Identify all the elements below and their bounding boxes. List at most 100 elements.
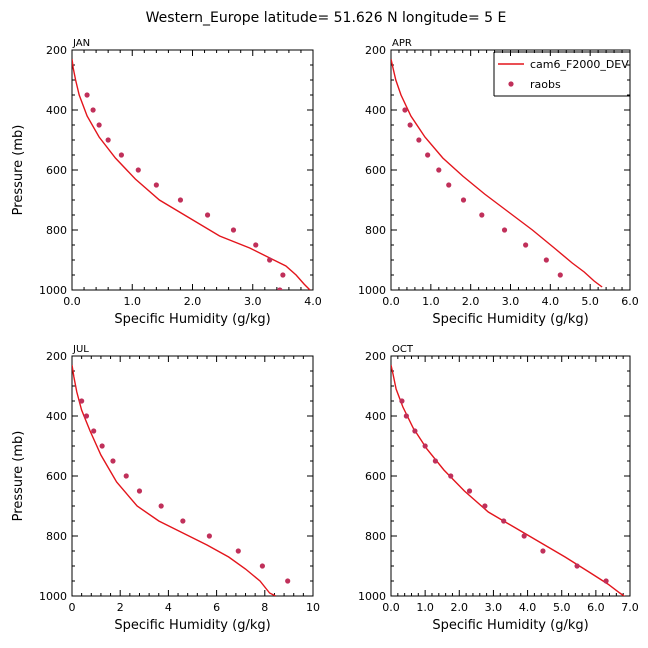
raobs-point <box>153 182 159 188</box>
y-tick-label: 1000 <box>358 590 386 603</box>
panel-jul: JUL 0 2 4 6 8 10 200 400 600 800 1000 Specific Humid… <box>11 344 320 633</box>
panel-label: OCT <box>392 344 414 355</box>
raobs-point <box>277 287 283 290</box>
plot-frame <box>71 49 314 291</box>
x-tick-label: 10 <box>306 601 320 614</box>
raobs-point <box>466 488 473 494</box>
model-line-series <box>72 58 311 290</box>
raobs-point <box>416 137 422 143</box>
raobs-point <box>399 398 405 404</box>
model-line-series <box>391 364 626 596</box>
x-tick-label: 0.0 <box>382 601 400 614</box>
figure-title: Western_Europe latitude= 51.626 N longit… <box>146 10 507 26</box>
x-tick-label: 3.0 <box>244 295 262 308</box>
raobs-point <box>136 488 143 494</box>
raobs-point <box>105 137 111 143</box>
panel-oct: OCT 0.0 1.0 2.0 3.0 4.0 5.0 6.0 7.0 200 400 600 800 1… <box>358 344 639 633</box>
y-tick-label: 1000 <box>39 284 67 297</box>
raobs-point <box>83 413 90 419</box>
y-tick-label: 1000 <box>358 284 386 297</box>
x-tick-label: 1.0 <box>422 295 440 308</box>
raobs-point <box>118 152 125 158</box>
raobs-point <box>110 458 116 464</box>
panel-label: JUL <box>72 344 89 355</box>
panels: JAN 0.0 1.0 2.0 3.0 4.0 200 400 600 800 1000 Specif… <box>11 38 639 633</box>
raobs-point <box>432 458 438 464</box>
y-tick-label: 600 <box>46 470 67 483</box>
panel-apr: APR 0.0 1.0 2.0 3.0 4.0 5.0 6.0 200 400 600 800 1000… <box>358 38 639 327</box>
raobs-point <box>79 398 85 404</box>
y-tick-label: 400 <box>46 104 67 117</box>
raobs-point <box>180 518 186 524</box>
model-line-series <box>72 364 276 596</box>
y-tick-label: 800 <box>46 224 67 237</box>
legend-marker-swatch <box>508 81 514 87</box>
x-tick-label: 0.0 <box>382 295 400 308</box>
raobs-point <box>460 197 467 203</box>
raobs-point <box>403 413 409 419</box>
x-tick-label: 2 <box>117 601 124 614</box>
x-tick-label: 3.0 <box>502 295 520 308</box>
y-tick-label: 600 <box>365 164 386 177</box>
x-tick-label: 2.0 <box>184 295 202 308</box>
raobs-point <box>235 548 241 554</box>
y-axis-label: Pressure (mb) <box>11 431 26 522</box>
y-tick-label: 200 <box>46 44 67 57</box>
raobs-point <box>543 257 549 263</box>
raobs-point <box>402 107 408 113</box>
raobs-point <box>448 473 454 479</box>
data-layer <box>72 364 291 596</box>
data-layer <box>72 58 311 290</box>
raobs-point <box>482 503 488 509</box>
raobs-point <box>90 107 96 113</box>
data-layer <box>391 58 603 288</box>
y-tick-label: 400 <box>46 410 67 423</box>
y-tick-label: 200 <box>46 350 67 363</box>
y-tick-label: 600 <box>46 164 67 177</box>
raobs-point <box>540 548 546 554</box>
x-tick-label: 2.0 <box>451 601 469 614</box>
raobs-point <box>479 212 485 218</box>
x-tick-label: 4 <box>165 601 172 614</box>
raobs-point <box>84 92 90 98</box>
raobs-point <box>446 182 452 188</box>
raobs-point <box>230 227 237 233</box>
x-axis-label: Specific Humidity (g/kg) <box>114 618 270 633</box>
x-tick-label: 4.0 <box>542 295 560 308</box>
x-axis-label: Specific Humidity (g/kg) <box>114 312 270 327</box>
x-tick-label: 6.0 <box>587 601 605 614</box>
raobs-point <box>422 443 428 449</box>
raobs-point <box>603 578 609 584</box>
x-tick-label: 6 <box>213 601 220 614</box>
x-tick-label: 2.0 <box>462 295 480 308</box>
raobs-point <box>253 242 259 248</box>
y-tick-label: 800 <box>365 530 386 543</box>
y-axis-label: Pressure (mb) <box>11 125 26 216</box>
plot-frame <box>390 355 631 597</box>
y-tick-label: 400 <box>365 104 386 117</box>
x-tick-label: 1.0 <box>416 601 434 614</box>
y-tick-label: 1000 <box>39 590 67 603</box>
raobs-point <box>99 443 105 449</box>
x-axis-label: Specific Humidity (g/kg) <box>432 312 588 327</box>
legend-label-model: cam6_F2000_DEV <box>530 58 629 71</box>
y-tick-label: 600 <box>365 470 386 483</box>
raobs-point <box>285 578 291 584</box>
model-line-series <box>391 58 603 288</box>
raobs-point <box>436 167 442 173</box>
x-tick-label: 7.0 <box>621 601 639 614</box>
x-tick-label: 8 <box>261 601 268 614</box>
legend-label-raobs: raobs <box>530 78 561 91</box>
y-tick-label: 200 <box>365 350 386 363</box>
raobs-point <box>91 428 97 434</box>
x-tick-label: 0.0 <box>63 295 81 308</box>
y-tick-label: 800 <box>46 530 67 543</box>
raobs-point <box>425 152 431 158</box>
x-tick-label: 0 <box>69 601 76 614</box>
plot-frame <box>71 355 314 597</box>
raobs-point <box>501 227 508 233</box>
raobs-point <box>158 503 164 509</box>
x-axis-label: Specific Humidity (g/kg) <box>432 618 588 633</box>
raobs-point <box>407 122 413 128</box>
